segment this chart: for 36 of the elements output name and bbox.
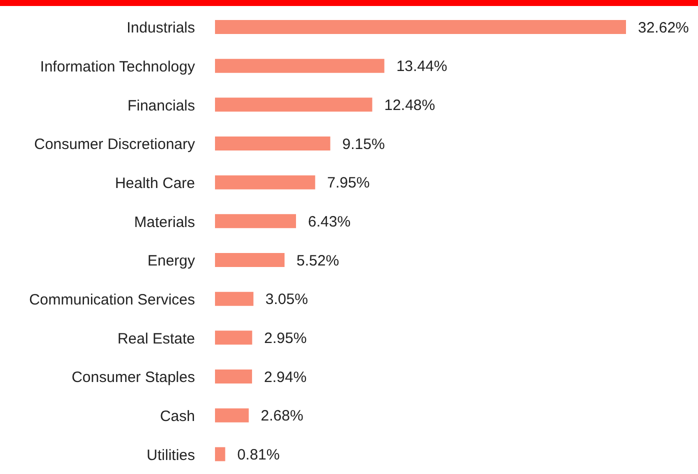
bar — [215, 20, 626, 34]
y-tick-label: Utilities — [146, 446, 195, 464]
bar — [215, 98, 372, 112]
data-label: 7.95% — [327, 174, 370, 192]
data-label: 13.44% — [396, 58, 448, 76]
y-tick-label: Consumer Staples — [72, 369, 195, 386]
y-tick-label: Financials — [127, 97, 195, 114]
bar — [215, 447, 226, 462]
data-label: 0.81% — [237, 446, 280, 464]
data-label: 2.68% — [260, 408, 304, 425]
data-label: 9.15% — [342, 136, 385, 153]
y-tick-label: Energy — [147, 252, 196, 270]
data-label: 6.43% — [308, 213, 351, 230]
data-label: 2.94% — [264, 368, 307, 386]
y-tick-label: Real Estate — [117, 330, 195, 348]
data-label: 5.52% — [296, 252, 340, 270]
bar — [215, 58, 384, 73]
data-label: 32.62% — [638, 19, 689, 36]
y-tick-label: Communication Services — [29, 292, 195, 309]
bar — [215, 370, 252, 384]
y-tick-label: Consumer Discretionary — [34, 136, 196, 154]
bar — [215, 330, 252, 345]
data-label: 3.05% — [265, 291, 308, 308]
y-tick-label: Information Technology — [40, 58, 196, 76]
bar — [215, 214, 296, 228]
bar — [215, 136, 330, 150]
y-tick-label: Health Care — [114, 175, 195, 192]
bar — [215, 292, 254, 306]
bar — [215, 175, 316, 190]
data-label: 2.95% — [264, 330, 307, 347]
bar — [215, 253, 285, 267]
data-label: 12.48% — [384, 96, 436, 114]
y-tick-label: Cash — [160, 408, 195, 426]
y-tick-label: Materials — [134, 214, 195, 231]
bar — [215, 408, 249, 422]
y-tick-label: Industrials — [126, 20, 195, 37]
